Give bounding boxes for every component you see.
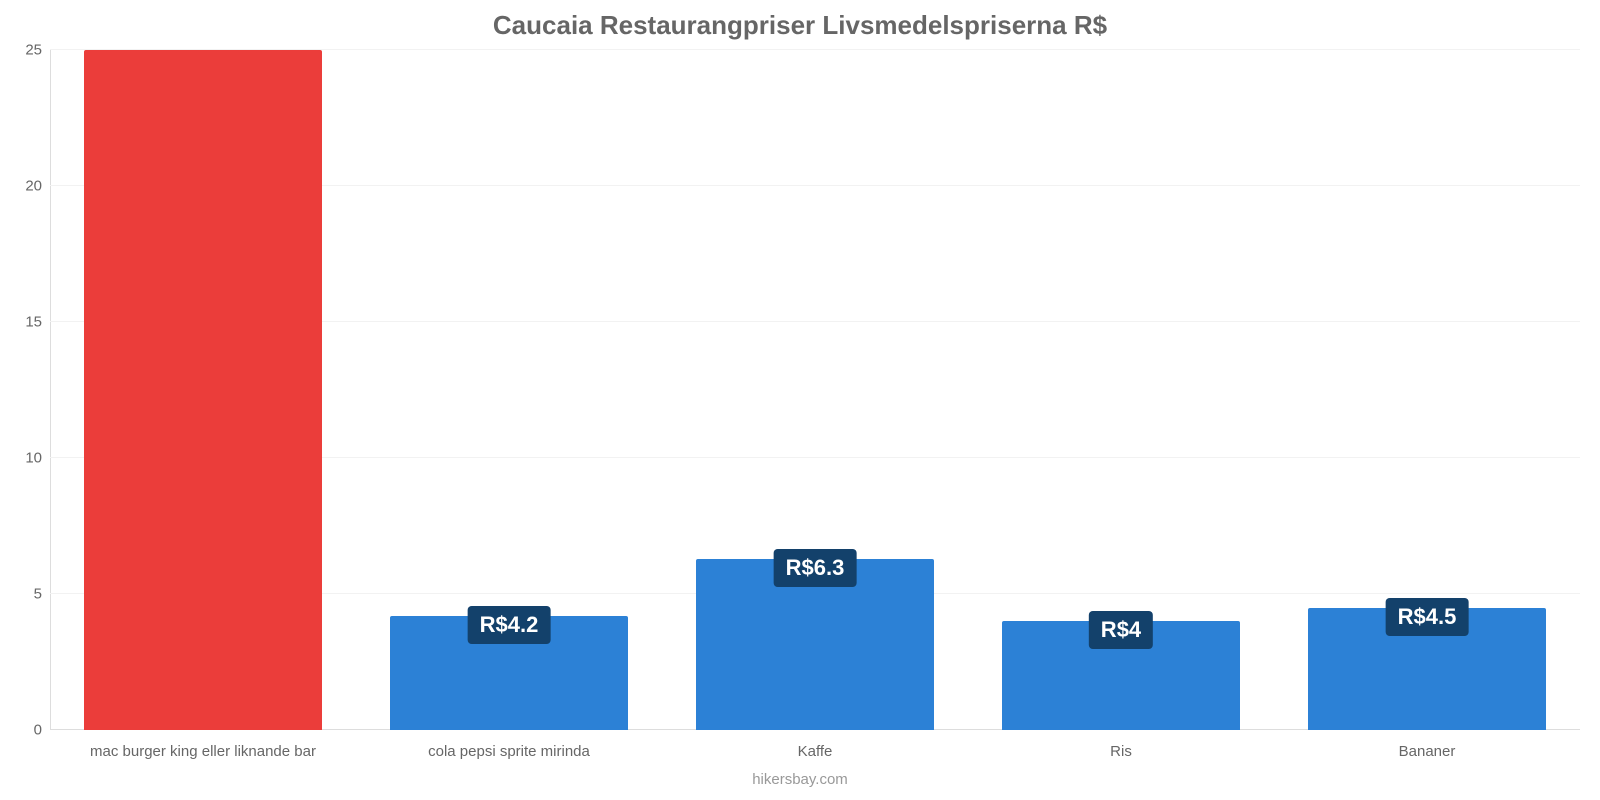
y-tick-label: 10 <box>25 450 50 467</box>
chart-title: Caucaia Restaurangpriser Livsmedelsprise… <box>0 10 1600 41</box>
x-axis-labels: mac burger king eller liknande barcola p… <box>50 743 1580 760</box>
plot-area: R$25R$4.2R$6.3R$4R$4.5 0510152025 <box>50 50 1580 730</box>
x-axis-category-label: Bananer <box>1274 743 1580 760</box>
bar: R$4.2 <box>390 616 629 730</box>
bar-slot: R$4.2 <box>356 50 662 730</box>
chart-footer-credit: hikersbay.com <box>0 771 1600 788</box>
x-axis-category-label: mac burger king eller liknande bar <box>50 743 356 760</box>
x-axis-category-label: Ris <box>968 743 1274 760</box>
bar: R$6.3 <box>696 559 935 730</box>
bar-slot: R$4.5 <box>1274 50 1580 730</box>
bar-value-label: R$6.3 <box>774 549 857 587</box>
y-tick-label: 0 <box>34 722 50 739</box>
y-tick-label: 20 <box>25 178 50 195</box>
x-axis-category-label: Kaffe <box>662 743 968 760</box>
y-tick-label: 5 <box>34 586 50 603</box>
price-bar-chart: Caucaia Restaurangpriser Livsmedelsprise… <box>0 0 1600 800</box>
y-tick-label: 15 <box>25 314 50 331</box>
bars-row: R$25 R$4.2 R$6.3 R$4 R$4.5 <box>50 50 1580 730</box>
bar: R$4 <box>1002 621 1241 730</box>
y-tick-label: 25 <box>25 42 50 59</box>
bar-value-label: R$4.2 <box>468 606 551 644</box>
x-axis-category-label: cola pepsi sprite mirinda <box>356 743 662 760</box>
bar: R$4.5 <box>1308 608 1547 730</box>
bar: R$25 <box>84 50 323 730</box>
bar-slot: R$25 <box>50 50 356 730</box>
bar-slot: R$6.3 <box>662 50 968 730</box>
bar-value-label: R$4.5 <box>1386 598 1469 636</box>
bar-value-label: R$4 <box>1089 611 1153 649</box>
bar-slot: R$4 <box>968 50 1274 730</box>
